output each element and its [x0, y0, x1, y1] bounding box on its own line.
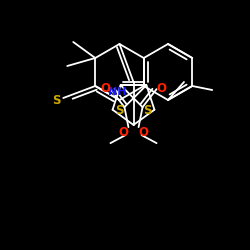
Text: NH: NH [108, 87, 127, 97]
Text: O: O [100, 82, 110, 94]
Text: O: O [138, 126, 148, 138]
Text: S: S [143, 104, 152, 117]
Text: S: S [52, 94, 60, 106]
Text: O: O [156, 82, 166, 94]
Text: O: O [118, 126, 128, 138]
Text: S: S [115, 104, 124, 117]
